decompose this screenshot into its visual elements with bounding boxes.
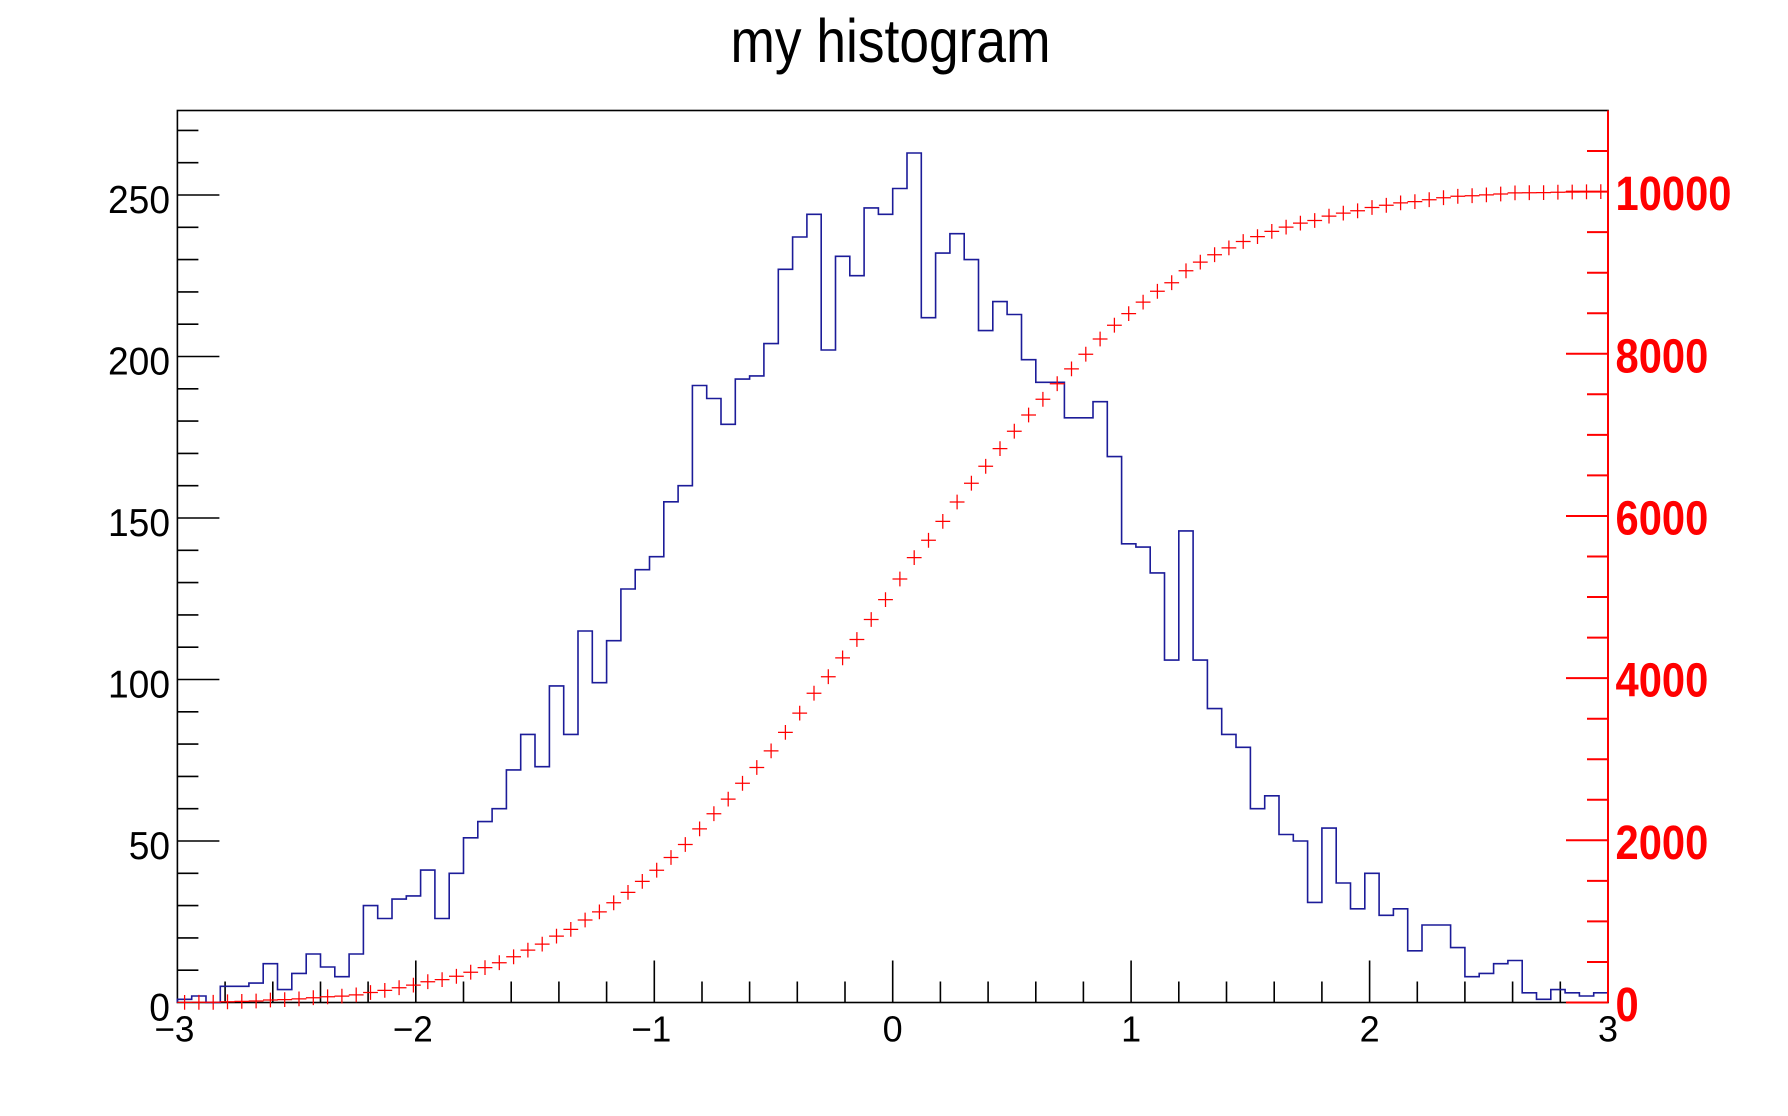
svg-text:my histogram: my histogram: [731, 7, 1051, 75]
svg-text:0: 0: [149, 987, 170, 1030]
svg-text:6000: 6000: [1616, 492, 1709, 546]
svg-text:−3: −3: [154, 1009, 194, 1050]
svg-text:0: 0: [883, 1009, 903, 1050]
svg-text:−2: −2: [393, 1009, 433, 1050]
svg-text:150: 150: [108, 502, 170, 545]
svg-text:4000: 4000: [1616, 654, 1709, 708]
svg-text:2000: 2000: [1616, 816, 1709, 870]
svg-text:250: 250: [108, 179, 170, 222]
svg-text:50: 50: [129, 825, 170, 868]
svg-text:2: 2: [1360, 1009, 1380, 1050]
svg-text:0: 0: [1616, 978, 1639, 1032]
svg-text:1: 1: [1121, 1009, 1141, 1050]
svg-text:−1: −1: [631, 1009, 671, 1050]
svg-text:10000: 10000: [1616, 167, 1732, 221]
svg-text:8000: 8000: [1616, 329, 1709, 383]
svg-text:3: 3: [1598, 1009, 1618, 1050]
svg-text:100: 100: [108, 664, 170, 707]
svg-text:200: 200: [108, 341, 170, 384]
